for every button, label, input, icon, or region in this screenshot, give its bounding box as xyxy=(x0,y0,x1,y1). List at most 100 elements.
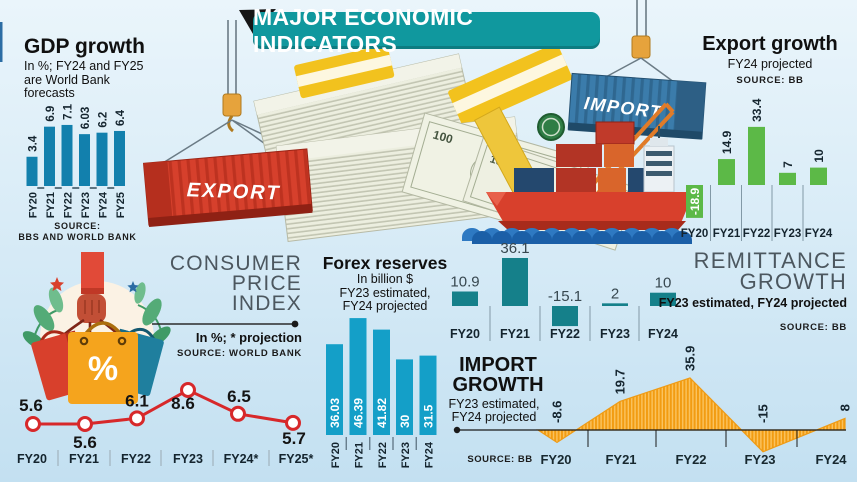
remittance-bar xyxy=(502,257,528,306)
remittance-axis-label: FY20 xyxy=(450,327,480,341)
cpi-value-label: 5.6 xyxy=(73,433,97,452)
remittance-axis-label: FY22 xyxy=(550,327,580,341)
gdp-source-line: BBS AND WORLD BANK xyxy=(18,231,137,242)
remittance-title: REMITTANCE GROWTH xyxy=(640,248,847,292)
export-bar xyxy=(718,159,735,185)
import-value-label: -15 xyxy=(756,404,771,423)
import-subtitle: FY23 estimated, FY24 projected xyxy=(440,398,548,424)
forex-axis-label: FY23 xyxy=(400,442,412,468)
import-value-label: 19.7 xyxy=(613,369,628,394)
main-title-banner: MAJOR ECONOMIC INDICATORS xyxy=(253,4,600,57)
forex-bar xyxy=(349,318,367,435)
import-area-base xyxy=(538,377,845,452)
bill-denomination: 100 xyxy=(488,153,509,170)
cpi-value-label: 8.6 xyxy=(171,394,195,413)
remittance-bar xyxy=(552,306,578,327)
remittance-axis-label: FY23 xyxy=(600,327,630,341)
remittance-subtitle: FY23 estimated, FY24 projected xyxy=(658,296,847,310)
plant-left xyxy=(22,287,64,349)
arm-sleeve xyxy=(81,252,104,294)
cpi-title-line: CONSUMER xyxy=(169,252,302,275)
export-value-label: 7 xyxy=(781,161,795,168)
cpi-value-label: 5.7 xyxy=(282,429,306,448)
import-title-line: IMPORT xyxy=(459,354,537,376)
gdp-value-label: 6.4 xyxy=(115,109,127,126)
cpi-title: CONSUMER PRICE INDEX xyxy=(140,252,302,315)
ship-bridge xyxy=(643,126,675,193)
edge-cable-line xyxy=(0,22,3,62)
cpi-axis-label: FY21 xyxy=(69,452,99,466)
gdp-axis-label: FY24 xyxy=(98,191,110,218)
cpi-marker xyxy=(285,414,301,431)
cpi-axis-label: FY22 xyxy=(121,452,151,466)
import-axis-label: FY22 xyxy=(675,452,706,467)
import-value-label: 35.9 xyxy=(683,346,698,371)
forex-axis-label: FY20 xyxy=(330,442,342,468)
forex-bar xyxy=(419,355,437,435)
cpi-marker xyxy=(129,410,145,427)
shopping-bag-red xyxy=(31,330,92,401)
import-subtitle-line: FY23 estimated, xyxy=(448,397,540,411)
cpi-source: SOURCE: WORLD BANK xyxy=(176,348,302,359)
export-axis-label: FY23 xyxy=(774,228,802,240)
import-area xyxy=(535,377,846,453)
forex-axis-label: FY22 xyxy=(377,442,389,468)
cpi-value-label: 6.1 xyxy=(125,391,149,410)
import-value-label: -8.6 xyxy=(550,401,565,423)
gdp-source: SOURCE: BBS AND WORLD BANK xyxy=(10,221,145,242)
gdp-axis-label: FY23 xyxy=(80,192,92,218)
gdp-bar xyxy=(26,156,38,186)
waves xyxy=(462,228,682,241)
remittance-title-line: REMITTANCE xyxy=(693,248,847,273)
forex-value-label: 31.5 xyxy=(422,404,436,428)
bill-denomination: 100 xyxy=(537,210,560,229)
cpi-marker xyxy=(230,405,246,422)
export-subtitle: FY24 projected xyxy=(727,57,813,71)
gdp-value-label: 6.9 xyxy=(45,106,57,122)
waves xyxy=(472,231,692,244)
remittance-source: SOURCE: BB xyxy=(779,322,847,333)
forex-subtitle-line: FY23 estimated, xyxy=(339,286,431,300)
gdp-source-line: SOURCE: xyxy=(54,221,101,231)
forex-value-label: 30 xyxy=(398,414,412,428)
gdp-bar xyxy=(79,134,90,186)
gdp-bar xyxy=(96,132,108,186)
import-title-line: GROWTH xyxy=(452,373,544,396)
export-container-label: EXPORT xyxy=(186,179,281,204)
gdp-value-label: 3.4 xyxy=(28,135,40,152)
shopping-bag-percent: % xyxy=(68,321,138,404)
money-band xyxy=(473,106,559,232)
forex-subtitle-2: FY23 estimated, FY24 projected xyxy=(318,287,452,312)
export-container: EXPORT xyxy=(142,148,313,228)
forex-bar xyxy=(326,344,343,435)
gdp-bar xyxy=(44,126,55,186)
gdp-subtitle-line: forecasts xyxy=(24,86,75,100)
bill-green-seal xyxy=(537,113,565,141)
gdp-axis-label: FY22 xyxy=(63,192,75,218)
star-decoration xyxy=(127,281,139,293)
forex-value-label: 41.82 xyxy=(375,398,389,428)
remittance-axis-label: FY21 xyxy=(500,327,530,341)
remittance-value-label: 36.1 xyxy=(500,240,529,257)
export-value-label: 33.4 xyxy=(750,98,764,122)
cpi-axis-label: FY24* xyxy=(224,452,259,466)
export-source: SOURCE: BB xyxy=(736,75,804,86)
import-value-label: 8 xyxy=(838,404,853,411)
cpi-title-line: INDEX xyxy=(231,292,302,315)
main-title: MAJOR ECONOMIC INDICATORS xyxy=(253,3,474,57)
import-title: IMPORT GROWTH xyxy=(446,354,550,396)
forex-value-label: 46.39 xyxy=(352,398,366,428)
export-bar xyxy=(748,126,765,185)
gdp-value-label: 6.2 xyxy=(98,112,110,128)
export-value-label: 14.9 xyxy=(720,130,734,154)
export-bar xyxy=(686,185,703,218)
gdp-title: GDP growth xyxy=(24,35,145,58)
forex-title: Forex reserves xyxy=(322,253,448,273)
import-subtitle-line: FY24 projected xyxy=(451,410,537,424)
cpi-marker xyxy=(25,416,41,432)
dollar-bill: 100 100 xyxy=(401,112,591,240)
hand xyxy=(77,294,106,323)
export-bar xyxy=(779,172,796,185)
forex-value-label: 36.03 xyxy=(328,398,342,428)
